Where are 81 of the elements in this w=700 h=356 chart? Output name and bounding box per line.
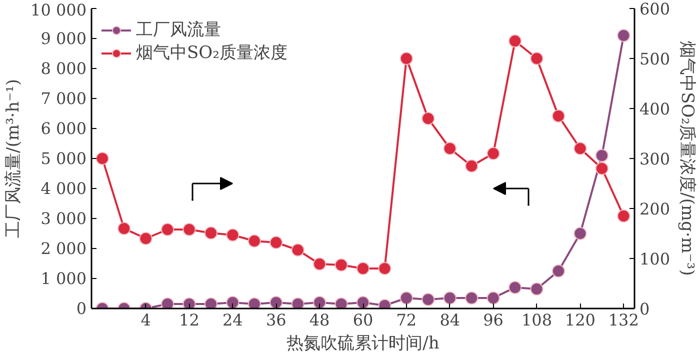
point	[161, 223, 174, 236]
point	[356, 296, 370, 308]
point	[530, 52, 544, 65]
point	[595, 149, 608, 162]
point	[291, 298, 304, 308]
point	[574, 142, 587, 155]
y-tick-label: 10 000	[30, 0, 86, 20]
x-axis-title: 热氮吹硫累计时间/h	[286, 334, 440, 354]
x-tick-label: 12	[179, 310, 200, 330]
point	[161, 298, 174, 308]
y2-axis-title: 烟气中SO₂质量浓度/(mg·m⁻³)	[677, 41, 698, 276]
point	[508, 34, 522, 48]
x-tick-label: 84	[440, 310, 460, 330]
point	[443, 142, 456, 155]
y-tick-label: 4 000	[40, 179, 87, 198]
y-tick-label: 7 000	[40, 89, 87, 108]
legend-label: 工厂风流量	[136, 19, 221, 41]
point	[270, 236, 283, 249]
y2-tick-label: 200	[640, 200, 670, 218]
point	[508, 281, 522, 294]
y2-tick-label: 600	[640, 0, 670, 18]
point	[465, 292, 478, 304]
point	[574, 227, 587, 240]
legend-label: 烟气中SO₂质量浓度	[136, 42, 288, 64]
y-tick-label: 3 000	[40, 209, 87, 228]
point	[617, 210, 630, 222]
point	[226, 296, 240, 308]
point	[313, 258, 326, 270]
y-axis-title: 工厂风流量/(m³·h⁻¹)	[4, 78, 24, 238]
y2-tick-label: 100	[640, 250, 670, 268]
x-tick-label: 24	[222, 310, 243, 330]
point	[465, 160, 478, 172]
y-tick-label: 1 000	[40, 269, 87, 288]
x-tick-label: 48	[309, 310, 330, 330]
point	[248, 298, 261, 308]
x-tick-label: 108	[521, 310, 552, 330]
point	[291, 244, 304, 256]
y2-tick-label: 0	[640, 300, 650, 318]
y-tick-label: 0	[76, 299, 87, 318]
point	[226, 228, 240, 242]
point	[356, 262, 370, 275]
point	[400, 292, 413, 304]
x-tick-label: 60	[352, 310, 374, 330]
point	[139, 232, 152, 245]
y-tick-label: 5 000	[40, 149, 87, 168]
point	[334, 258, 348, 272]
point	[530, 282, 544, 296]
x-tick-label: 120	[564, 310, 596, 330]
point	[334, 298, 348, 308]
point	[595, 162, 608, 175]
point	[182, 223, 196, 236]
point	[118, 222, 131, 235]
y-tick-label: 8 000	[40, 59, 87, 78]
x-tick-label: 36	[266, 310, 286, 330]
point	[96, 152, 109, 165]
point	[486, 147, 500, 160]
point	[248, 234, 261, 248]
point	[182, 298, 196, 308]
point	[422, 112, 435, 125]
x-tick-label: 72	[396, 310, 417, 330]
point	[443, 292, 456, 304]
point	[552, 264, 565, 278]
y2-tick-label: 500	[640, 50, 670, 68]
y-tick-label: 9 000	[40, 29, 87, 48]
point	[552, 110, 565, 122]
point	[313, 296, 326, 308]
point	[617, 29, 630, 42]
y2-tick-label: 300	[640, 150, 670, 168]
y-tick-label: 2 000	[40, 239, 87, 258]
point	[400, 52, 413, 65]
point	[486, 292, 500, 304]
point	[204, 298, 218, 308]
y2-tick-label: 400	[640, 100, 670, 118]
point	[422, 293, 435, 306]
point	[204, 226, 218, 240]
x-tick-label: 96	[483, 310, 504, 330]
y-tick-label: 6 000	[40, 119, 87, 138]
point	[270, 296, 283, 308]
x-tick-label: 132	[608, 310, 639, 330]
x-tick-label: 4	[140, 310, 151, 330]
point	[378, 262, 392, 275]
